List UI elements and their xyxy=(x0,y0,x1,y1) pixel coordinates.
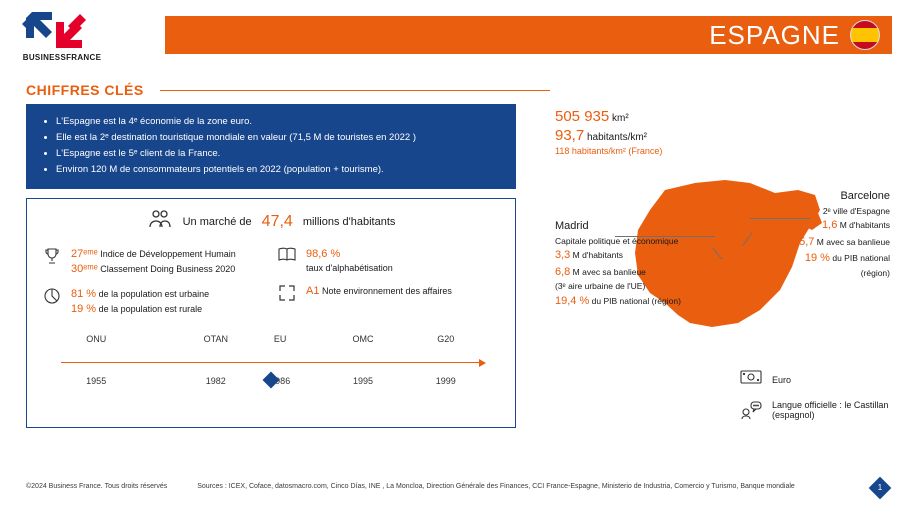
area-unit: km² xyxy=(612,113,629,124)
barcelone-info: Barcelone 2ᵉ ville d'Espagne 1,6 M d'hab… xyxy=(790,188,890,280)
madrid-pop: 3,3 xyxy=(555,249,570,261)
barcelone-pop-label: M d'habitants xyxy=(840,220,890,230)
timeline-year: 1955 xyxy=(86,376,106,386)
timeline-year: 1995 xyxy=(353,376,374,386)
banknote-icon xyxy=(740,370,762,389)
literacy-label: taux d'alphabétisation xyxy=(306,262,393,274)
madrid-subtitle: Capitale politique et économique xyxy=(555,235,705,248)
doing-business-label: Classement Doing Business 2020 xyxy=(100,264,235,274)
logo-arrows-icon xyxy=(22,12,86,48)
density-value: 93,7 xyxy=(555,127,584,144)
market-prefix: Un marché de xyxy=(183,216,252,228)
barcelone-subtitle: 2ᵉ ville d'Espagne xyxy=(790,205,890,218)
language-label: Langue officielle : le Castillan (espagn… xyxy=(772,400,890,420)
market-size: Un marché de 47,4 millions d'habitants xyxy=(41,209,501,235)
speech-icon xyxy=(740,400,762,425)
density-unit: habitants/km² xyxy=(587,132,647,143)
pie-icon xyxy=(41,287,63,312)
language-row: Langue officielle : le Castillan (espagn… xyxy=(740,400,890,425)
geo-stats: 505 935 km² 93,7 habitants/km² 118 habit… xyxy=(555,108,662,158)
currency-label: Euro xyxy=(772,375,791,385)
page-number-badge: 1 xyxy=(869,477,892,500)
timeline-org: ONU xyxy=(86,334,106,344)
timeline-item: ONU 1955 xyxy=(86,334,106,386)
section-title-line xyxy=(160,90,550,91)
market-value: 47,4 xyxy=(262,213,293,231)
stats-panel: Un marché de 47,4 millions d'habitants 2… xyxy=(26,198,516,428)
book-icon xyxy=(276,247,298,270)
membership-timeline: ONU1955OTAN1982EU1986OMC1995G201999 xyxy=(41,334,501,380)
madrid-name: Madrid xyxy=(555,218,705,235)
section-title: CHIFFRES CLÉS xyxy=(26,82,144,98)
stat-idh: 27ᵉᵐᵉ Indice de Développement Humain 30ᵉ… xyxy=(41,247,266,277)
timeline-org: EU xyxy=(270,334,290,344)
country-title: ESPAGNE xyxy=(709,20,840,51)
barcelone-metro: 5,7 xyxy=(799,236,814,248)
page-number: 1 xyxy=(872,480,888,496)
key-fact-item: Elle est la 2ᵉ destination touristique m… xyxy=(56,130,502,146)
timeline-year: 1982 xyxy=(204,376,228,386)
key-fact-item: L'Espagne est le 5ᵉ client de la France. xyxy=(56,146,502,162)
stat-urban: 81 % de la population est urbaine 19 % d… xyxy=(41,287,266,317)
header-bar: ESPAGNE xyxy=(165,16,892,54)
key-facts-box: L'Espagne est la 4ᵉ économie de la zone … xyxy=(26,104,516,189)
logo: BUSINESSFRANCE xyxy=(22,12,102,62)
timeline-item: G20 1999 xyxy=(436,334,456,386)
copyright: ©2024 Business France. Tous droits réser… xyxy=(26,483,167,490)
trophy-icon xyxy=(41,247,63,272)
idh-rank: 27ᵉᵐᵉ xyxy=(71,248,98,260)
people-icon xyxy=(147,209,173,235)
timeline-year: 1999 xyxy=(436,376,456,386)
barcelone-name: Barcelone xyxy=(790,188,890,205)
urban-label: de la population est urbaine xyxy=(99,289,210,299)
barcelone-gdp-label: du PIB national (région) xyxy=(832,253,890,278)
barcelone-gdp: 19 % xyxy=(805,252,830,264)
madrid-metro: 6,8 xyxy=(555,266,570,278)
timeline-org: OTAN xyxy=(204,334,228,344)
logo-text: BUSINESSFRANCE xyxy=(22,53,102,62)
madrid-pop-label: M d'habitants xyxy=(573,250,623,260)
rural-label: de la population est rurale xyxy=(99,304,203,314)
urban-value: 81 % xyxy=(71,288,96,300)
expand-icon xyxy=(276,284,298,309)
business-env-label: Note environnement des affaires xyxy=(322,286,452,296)
density-compare: 118 habitants/km² (France) xyxy=(555,146,662,156)
madrid-gdp: 19,4 % xyxy=(555,295,589,307)
madrid-metro-note: (3ᵉ aire urbaine de l'UE) xyxy=(555,280,705,293)
rural-value: 19 % xyxy=(71,303,96,315)
sources: Sources : ICEX, Coface, datosmacro.com, … xyxy=(197,483,795,490)
currency-row: Euro xyxy=(740,370,791,389)
timeline-item: OMC 1995 xyxy=(353,334,374,386)
footer: ©2024 Business France. Tous droits réser… xyxy=(26,483,880,490)
area-value: 505 935 xyxy=(555,108,609,125)
literacy-value: 98,6 % xyxy=(306,247,393,262)
timeline-org: G20 xyxy=(436,334,456,344)
madrid-metro-label: M avec sa banlieue xyxy=(573,267,646,277)
market-suffix: millions d'habitants xyxy=(303,216,396,228)
madrid-gdp-label: du PIB national (région) xyxy=(592,296,681,306)
key-fact-item: Environ 120 M de consommateurs potentiel… xyxy=(56,162,502,178)
timeline-org: OMC xyxy=(353,334,374,344)
stat-literacy: 98,6 % taux d'alphabétisation xyxy=(276,247,501,274)
idh-label: Indice de Développement Humain xyxy=(100,249,236,259)
barcelone-pop: 1,6 xyxy=(822,219,837,231)
doing-business-rank: 30ᵉᵐᵉ xyxy=(71,263,98,275)
business-env-value: A1 xyxy=(306,285,319,297)
timeline-item: OTAN 1982 xyxy=(204,334,228,386)
spain-flag-icon xyxy=(850,20,880,50)
barcelone-metro-label: M avec sa banlieue xyxy=(817,237,890,247)
stat-business-env: A1 Note environnement des affaires xyxy=(276,284,501,309)
madrid-info: Madrid Capitale politique et économique … xyxy=(555,218,705,310)
key-fact-item: L'Espagne est la 4ᵉ économie de la zone … xyxy=(56,114,502,130)
